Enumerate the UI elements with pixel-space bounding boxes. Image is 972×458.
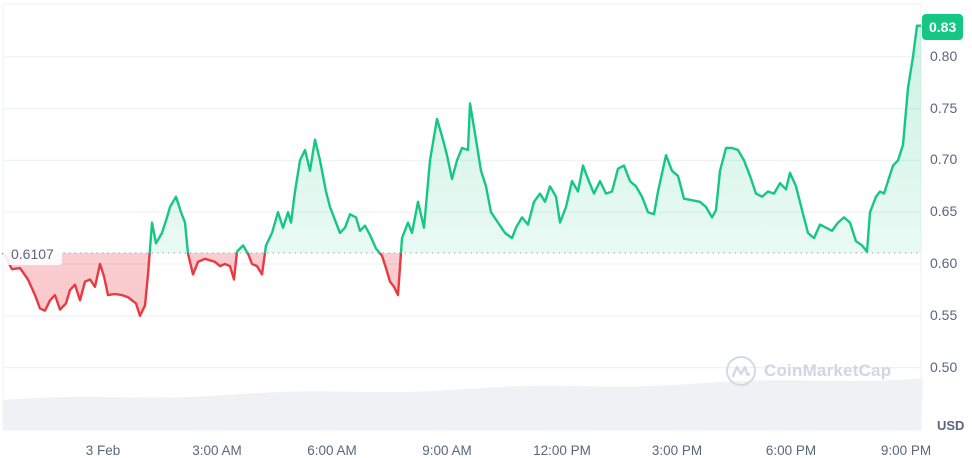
x-tick-label: 6:00 AM — [307, 443, 357, 458]
y-tick-label: 0.50 — [930, 358, 958, 375]
x-tick-label: 12:00 PM — [533, 443, 591, 458]
x-tick-label: 9:00 PM — [880, 443, 932, 458]
y-tick-label: 0.75 — [930, 99, 958, 116]
y-tick-label: 0.55 — [930, 306, 958, 323]
volume-bars — [3, 378, 923, 430]
price-area-down — [3, 252, 921, 316]
gridlines — [3, 56, 921, 369]
price-line-up — [2, 24, 921, 253]
coinmarketcap-logo-icon — [726, 356, 756, 386]
y-tick-label: 0.70 — [930, 151, 958, 168]
last-price-badge: 0.83 — [922, 14, 964, 40]
y-tick-label: 0.80 — [930, 47, 958, 64]
x-tick-label: 3:00 AM — [192, 443, 242, 458]
x-tick-label: 3:00 PM — [651, 443, 703, 458]
baseline-price-label: 0.6107 — [3, 243, 62, 265]
x-tick-label: 3 Feb — [85, 443, 121, 458]
volume-area — [3, 378, 923, 430]
coinmarketcap-watermark: CoinMarketCap — [726, 356, 891, 386]
x-tick-label: 6:00 PM — [765, 443, 817, 458]
x-tick-label: 9:00 AM — [422, 443, 472, 458]
y-tick-label: 0.60 — [930, 255, 958, 271]
watermark-text: CoinMarketCap — [764, 361, 892, 380]
currency-unit-label: USD — [937, 418, 965, 433]
y-tick-label: 0.65 — [930, 203, 958, 220]
